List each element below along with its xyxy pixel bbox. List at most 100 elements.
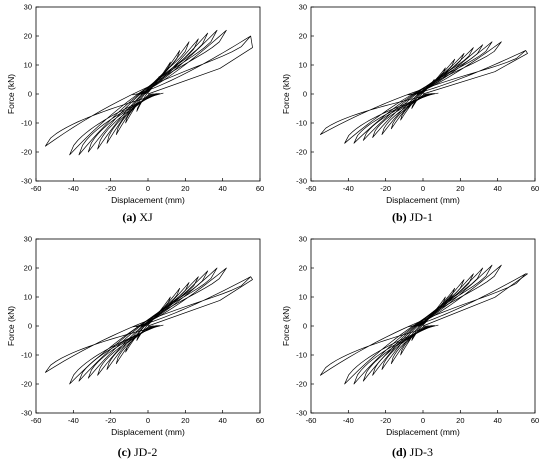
hysteresis-loop xyxy=(411,311,435,341)
y-tick-label: 20 xyxy=(299,264,307,273)
chart-panel-xj: -60 -40 -20 0 20 40 60 -30 -20 -10 0 10 20 30 Displace… xyxy=(0,0,275,232)
caption-label: (a) xyxy=(122,210,137,224)
hysteresis-curve xyxy=(44,267,253,385)
y-tick-label: -10 xyxy=(21,119,32,128)
hysteresis-chart: -60 -40 -20 0 20 40 60 -30 -20 -10 0 10 20 30 Displace… xyxy=(6,3,264,205)
y-tick-label: -20 xyxy=(296,380,307,389)
y-tick-label: 20 xyxy=(299,32,307,41)
x-tick-label: -40 xyxy=(68,416,79,425)
x-tick-label: 60 xyxy=(256,184,264,193)
y-tick-label: 20 xyxy=(24,32,32,41)
caption-label: (d) xyxy=(391,445,407,459)
caption-name: JD-3 xyxy=(409,445,433,459)
y-tick-label: -10 xyxy=(296,119,307,128)
hysteresis-loop xyxy=(97,38,199,150)
x-tick-label: 20 xyxy=(456,184,464,193)
y-tick-label: 10 xyxy=(299,61,307,70)
hysteresis-final-cycle xyxy=(147,276,253,327)
y-tick-label: 0 xyxy=(28,90,32,99)
hysteresis-loop xyxy=(344,264,502,385)
y-tick-label: 30 xyxy=(24,235,32,244)
caption-name: JD-2 xyxy=(133,445,158,459)
chart-panel-jd2: -60 -40 -20 0 20 40 60 -30 -20 -10 0 10 20 30 Displace… xyxy=(0,232,275,464)
chart-panel-jd1: -60 -40 -20 0 20 40 60 -30 -20 -10 0 10 20 30 Displace… xyxy=(275,0,550,232)
y-tick-label: 0 xyxy=(303,90,307,99)
hysteresis-final-cycle xyxy=(422,50,528,95)
y-tick-label: -20 xyxy=(21,380,32,389)
y-tick-label: 30 xyxy=(24,3,32,12)
y-tick-label: -10 xyxy=(21,351,32,360)
hysteresis-loop xyxy=(319,50,527,135)
y-tick-label: 30 xyxy=(299,235,307,244)
hysteresis-loop xyxy=(44,35,252,147)
x-tick-label: -20 xyxy=(380,416,391,425)
x-tick-label: 60 xyxy=(256,416,264,425)
y-tick-label: -30 xyxy=(296,409,307,418)
x-tick-label: 20 xyxy=(181,184,189,193)
x-axis-title: Displacement (mm) xyxy=(111,195,185,205)
hysteresis-curve xyxy=(319,264,528,385)
chart-caption: (a) XJ xyxy=(0,210,275,225)
y-axis-title: Force (kN) xyxy=(281,74,291,114)
y-tick-label: 10 xyxy=(299,293,307,302)
chart-caption: (c) JD-2 xyxy=(0,445,275,460)
x-tick-label: 60 xyxy=(531,416,539,425)
x-tick-label: 0 xyxy=(421,416,425,425)
x-tick-label: 20 xyxy=(181,416,189,425)
hysteresis-loop xyxy=(319,273,527,376)
y-tick-label: -30 xyxy=(296,177,307,186)
hysteresis-curve xyxy=(44,29,253,156)
y-tick-label: -20 xyxy=(21,148,32,157)
x-tick-label: -20 xyxy=(105,416,116,425)
x-tick-label: -60 xyxy=(306,416,317,425)
x-tick-label: 60 xyxy=(531,184,539,193)
x-tick-label: -40 xyxy=(68,184,79,193)
x-tick-label: -60 xyxy=(306,184,317,193)
y-tick-label: -10 xyxy=(296,351,307,360)
caption-label: (b) xyxy=(391,210,407,224)
y-tick-label: 30 xyxy=(299,3,307,12)
y-tick-label: 20 xyxy=(24,264,32,273)
x-tick-label: 40 xyxy=(218,416,226,425)
x-tick-label: -20 xyxy=(380,184,391,193)
y-tick-label: 0 xyxy=(28,322,32,331)
caption-name: XJ xyxy=(139,210,153,224)
y-tick-label: 0 xyxy=(303,322,307,331)
hysteresis-loop xyxy=(344,41,502,144)
hysteresis-final-cycle xyxy=(147,35,253,95)
y-tick-label: 10 xyxy=(24,61,32,70)
y-tick-label: 10 xyxy=(24,293,32,302)
y-tick-label: -30 xyxy=(21,409,32,418)
hysteresis-chart: -60 -40 -20 0 20 40 60 -30 -20 -10 0 10 20 30 Displace… xyxy=(6,235,264,437)
x-tick-label: 40 xyxy=(493,416,501,425)
y-axis-title: Force (kN) xyxy=(281,306,291,346)
hysteresis-chart: -60 -40 -20 0 20 40 60 -30 -20 -10 0 10 20 30 Displace… xyxy=(281,3,539,205)
x-tick-label: -60 xyxy=(31,416,42,425)
hysteresis-final-cycle xyxy=(422,273,528,327)
x-tick-label: 20 xyxy=(456,416,464,425)
y-axis-title: Force (kN) xyxy=(6,306,16,346)
chart-panel-jd3: -60 -40 -20 0 20 40 60 -30 -20 -10 0 10 20 30 Displace… xyxy=(275,232,550,464)
y-tick-label: -30 xyxy=(21,177,32,186)
x-tick-label: -60 xyxy=(31,184,42,193)
y-tick-label: -20 xyxy=(296,148,307,157)
x-tick-label: -40 xyxy=(343,416,354,425)
x-axis-title: Displacement (mm) xyxy=(386,195,460,205)
x-tick-label: 0 xyxy=(421,184,425,193)
hysteresis-chart: -60 -40 -20 0 20 40 60 -30 -20 -10 0 10 20 30 Displace… xyxy=(281,235,539,437)
x-axis-title: Displacement (mm) xyxy=(386,427,460,437)
hysteresis-loop xyxy=(78,267,218,382)
hysteresis-curve xyxy=(319,41,528,144)
x-tick-label: -40 xyxy=(343,184,354,193)
caption-name: JD-1 xyxy=(409,210,433,224)
caption-label: (c) xyxy=(117,445,131,459)
x-tick-label: 40 xyxy=(493,184,501,193)
hysteresis-loop xyxy=(44,276,252,373)
chart-caption: (b) JD-1 xyxy=(275,210,550,225)
x-axis-title: Displacement (mm) xyxy=(111,427,185,437)
chart-caption: (d) JD-3 xyxy=(275,445,550,460)
x-tick-label: 40 xyxy=(218,184,226,193)
x-tick-label: -20 xyxy=(105,184,116,193)
y-axis-title: Force (kN) xyxy=(6,74,16,114)
x-tick-label: 0 xyxy=(146,416,150,425)
